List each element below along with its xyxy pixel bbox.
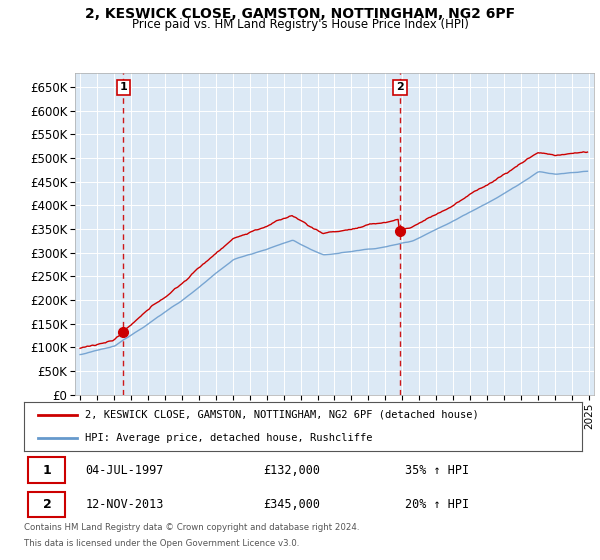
Text: Price paid vs. HM Land Registry's House Price Index (HPI): Price paid vs. HM Land Registry's House …: [131, 18, 469, 31]
Text: 2: 2: [43, 498, 51, 511]
Text: 1: 1: [119, 82, 127, 92]
Text: Contains HM Land Registry data © Crown copyright and database right 2024.: Contains HM Land Registry data © Crown c…: [24, 523, 359, 532]
FancyBboxPatch shape: [28, 458, 65, 483]
Text: 1: 1: [43, 464, 51, 477]
Text: 2: 2: [396, 82, 404, 92]
Text: £132,000: £132,000: [263, 464, 320, 477]
Text: 35% ↑ HPI: 35% ↑ HPI: [405, 464, 469, 477]
Text: 2, KESWICK CLOSE, GAMSTON, NOTTINGHAM, NG2 6PF (detached house): 2, KESWICK CLOSE, GAMSTON, NOTTINGHAM, N…: [85, 410, 479, 420]
Text: 20% ↑ HPI: 20% ↑ HPI: [405, 498, 469, 511]
Text: £345,000: £345,000: [263, 498, 320, 511]
Text: 12-NOV-2013: 12-NOV-2013: [85, 498, 164, 511]
FancyBboxPatch shape: [28, 492, 65, 517]
Text: HPI: Average price, detached house, Rushcliffe: HPI: Average price, detached house, Rush…: [85, 433, 373, 444]
Text: 2, KESWICK CLOSE, GAMSTON, NOTTINGHAM, NG2 6PF: 2, KESWICK CLOSE, GAMSTON, NOTTINGHAM, N…: [85, 7, 515, 21]
Text: This data is licensed under the Open Government Licence v3.0.: This data is licensed under the Open Gov…: [24, 539, 299, 548]
Text: 04-JUL-1997: 04-JUL-1997: [85, 464, 164, 477]
